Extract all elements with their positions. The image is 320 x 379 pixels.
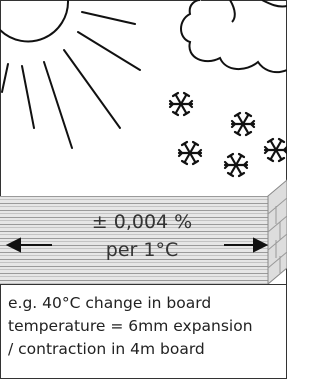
caption-line: e.g. 40°C change in board bbox=[8, 294, 211, 312]
board-end bbox=[268, 180, 287, 284]
caption-line: temperature = 6mm expansion bbox=[8, 317, 253, 335]
expansion-unit: per 1°C bbox=[106, 239, 178, 261]
illustration: ± 0,004 % per 1°C e.g. 40°C change in bo… bbox=[0, 0, 287, 379]
caption-line: / contraction in 4m board bbox=[8, 340, 205, 358]
expansion-rate: ± 0,004 % bbox=[92, 211, 192, 233]
